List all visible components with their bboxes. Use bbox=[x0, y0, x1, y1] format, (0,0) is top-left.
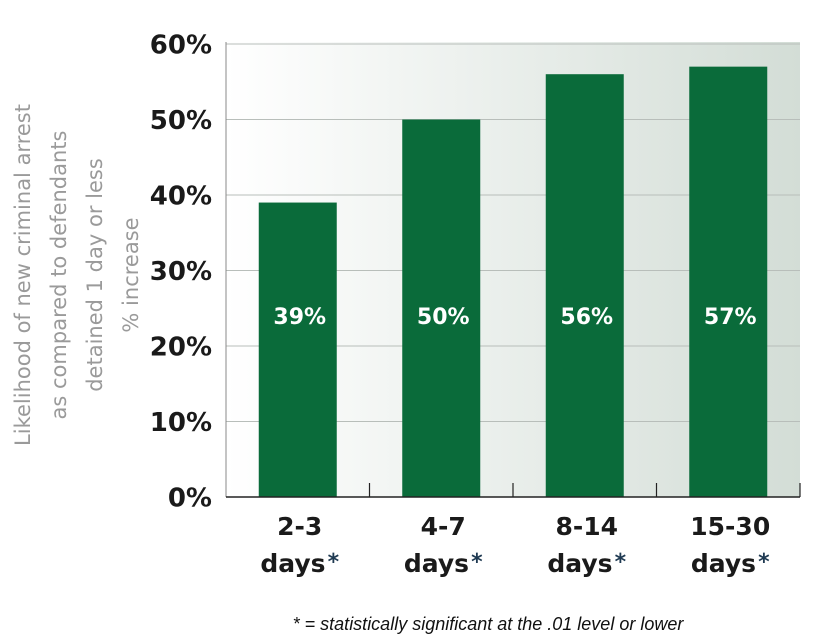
y-tick-label: 30% bbox=[150, 257, 212, 287]
x-tick-label-line: days bbox=[260, 549, 325, 578]
y-axis-label: detained 1 day or less bbox=[83, 158, 107, 392]
bar bbox=[545, 74, 624, 497]
significance-marker: * bbox=[328, 550, 340, 575]
y-tick-label: 0% bbox=[168, 484, 212, 514]
x-tick-label: days* bbox=[404, 549, 483, 578]
y-tick-label: 40% bbox=[150, 182, 212, 212]
x-tick-label: days* bbox=[547, 549, 626, 578]
x-tick-label-line: days bbox=[404, 549, 469, 578]
x-tick-label: days* bbox=[691, 549, 770, 578]
bar bbox=[402, 119, 481, 497]
value-label: 50% bbox=[417, 305, 470, 330]
significance-marker: * bbox=[471, 550, 483, 575]
x-tick-label-line: days bbox=[547, 549, 612, 578]
y-axis-label: Likelihood of new criminal arrest bbox=[11, 104, 35, 446]
value-label: 56% bbox=[560, 305, 613, 330]
bar bbox=[258, 202, 337, 498]
value-label: 57% bbox=[704, 305, 757, 330]
x-tick-label-line: days bbox=[691, 549, 756, 578]
y-axis-label: as compared to defendants bbox=[47, 131, 71, 420]
x-tick-label: 4-7 bbox=[421, 512, 466, 541]
x-tick-label: 15-30 bbox=[690, 512, 770, 541]
value-label: 39% bbox=[273, 305, 326, 330]
significance-marker: * bbox=[615, 550, 627, 575]
y-tick-label: 10% bbox=[150, 408, 212, 438]
x-tick-label: 2-3 bbox=[277, 512, 322, 541]
y-tick-label: 50% bbox=[150, 106, 212, 136]
bar bbox=[689, 66, 768, 498]
y-axis-label: % increase bbox=[119, 217, 143, 332]
x-tick-label: days* bbox=[260, 549, 339, 578]
y-tick-label: 60% bbox=[150, 31, 212, 61]
y-tick-label: 20% bbox=[150, 333, 212, 363]
x-tick-label: 8-14 bbox=[555, 512, 618, 541]
footnote: * = statistically significant at the .01… bbox=[293, 614, 685, 634]
significance-marker: * bbox=[758, 550, 770, 575]
